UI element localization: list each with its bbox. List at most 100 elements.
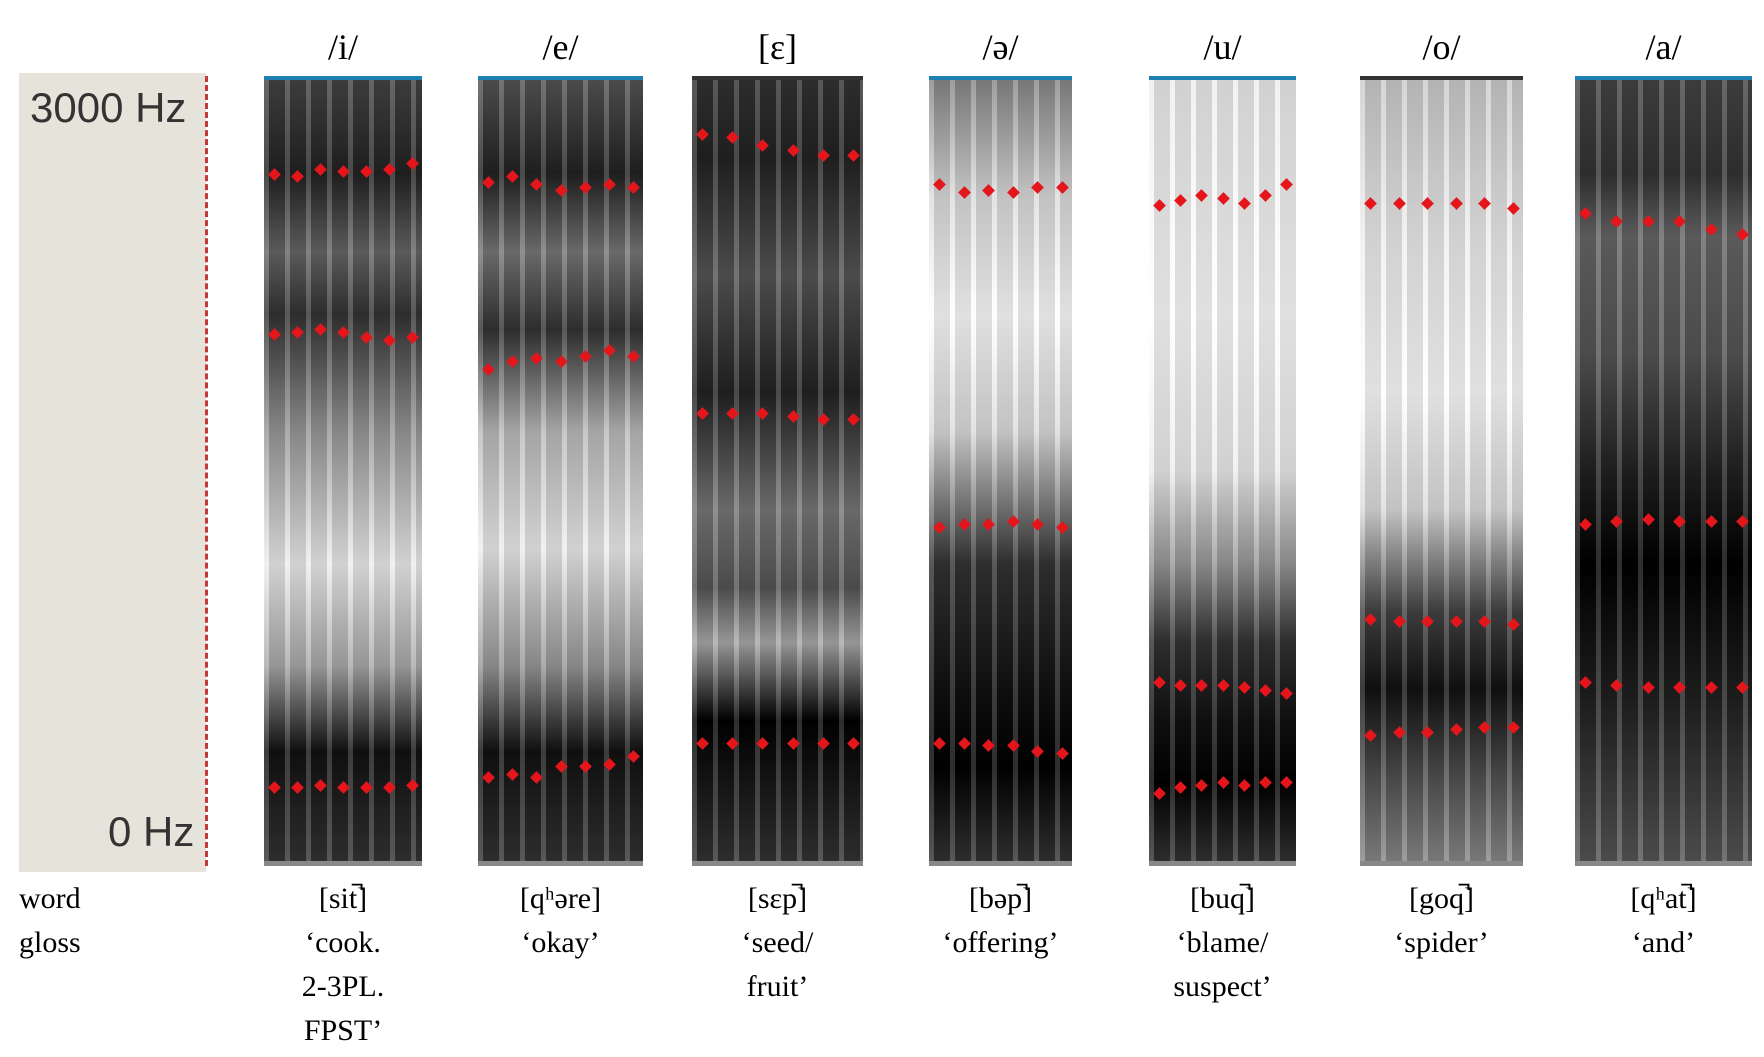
formant-point [506,170,520,184]
formant-point [627,749,640,763]
formant-point [786,736,800,750]
formant-point [1736,228,1749,242]
spectrogram [1575,76,1752,866]
row-label: gloss [19,926,81,959]
formant-point [1237,196,1251,210]
formant-point [291,170,304,184]
formant-point [482,770,495,784]
formant-point [816,412,830,426]
formant-point [1673,681,1687,695]
formant-point [696,128,709,142]
formant-point [602,178,616,192]
formant-point [726,407,740,421]
vowel-label: /i/ [327,27,358,67]
formant-point [1421,726,1435,739]
formant-point [816,736,830,750]
formant-point [756,407,770,421]
formant-point [1364,612,1377,626]
formant-point [1736,515,1749,529]
formant-point [360,165,373,179]
formant-point [1704,681,1718,695]
gloss: ‘and’ [1631,926,1696,959]
formant-point [1610,678,1624,692]
formant-point [1195,678,1209,692]
formant-point [1056,520,1069,534]
formant-point [337,781,350,795]
formant-point [1507,618,1520,631]
formant-point [1216,678,1230,692]
formant-point [726,131,740,144]
formant-point [1280,686,1293,700]
formant-point [291,325,304,339]
word: [qʰat̚] [1630,882,1697,915]
gloss: ‘spider’ [1394,926,1489,959]
formant-point [786,144,800,157]
formant-point [933,178,946,192]
formant-point [314,778,327,792]
formant-point [1280,178,1293,192]
formant-point [696,407,709,421]
formant-point [933,736,946,750]
formant-point [1056,747,1069,760]
formant-point [1031,518,1045,531]
formant-point [982,183,996,197]
formant-point [554,183,568,197]
word: [bəp̚] [968,882,1033,915]
formant-point [554,354,568,368]
formant-point [578,760,592,774]
formant-point [1704,515,1718,529]
formant-point [1641,681,1655,695]
formant-point [1392,196,1406,210]
word: [goq̚] [1409,882,1474,915]
formant-point [1153,199,1166,213]
formant-point [482,175,495,189]
formant-point [1364,196,1377,210]
formant-point [1364,728,1377,742]
formant-point [1006,739,1020,753]
formant-point [554,760,568,774]
formant-point [1673,515,1687,529]
spectrogram [1149,76,1296,866]
formant-point [383,162,396,176]
formant-point [482,362,495,376]
word: [buq̚] [1190,882,1255,915]
formant-point [1392,726,1406,739]
formant-point [506,354,520,368]
formant-point [268,328,281,342]
formant-point [1174,781,1188,795]
vowel-label: /o/ [1422,27,1461,67]
formant-point [816,149,830,163]
formant-point [847,412,860,426]
formant-point [756,138,770,152]
formant-point [1704,223,1718,236]
gloss: ‘offering’ [942,926,1059,959]
word: [sit̚] [318,882,368,915]
formant-point [1216,191,1230,205]
gloss: ‘seed/ [741,926,814,959]
row-label: word [19,882,81,915]
formant-point [1610,215,1624,229]
formant-point [406,778,419,792]
formant-point [602,344,616,358]
word: [qʰəre] [519,882,602,915]
formant-point [1258,776,1272,789]
formant-point [1031,744,1045,758]
gloss: FPST’ [303,1014,383,1047]
formant-point [360,781,373,795]
gloss: ‘okay’ [521,926,600,959]
formant-point [530,352,544,365]
formant-point [1449,196,1463,210]
formant-point [602,757,616,771]
formant-point [1195,778,1209,792]
formant-point [696,736,709,750]
vowel-label: /ə/ [982,27,1019,67]
formant-point [1195,188,1209,202]
word: [sɛp̚] [747,882,808,915]
formant-point [1006,515,1020,529]
formant-point [627,181,640,194]
formant-point [756,736,770,750]
formant-point [847,736,860,750]
formant-point [957,518,971,531]
vowel-label: [ɛ] [757,27,798,67]
formant-point [1421,196,1435,210]
